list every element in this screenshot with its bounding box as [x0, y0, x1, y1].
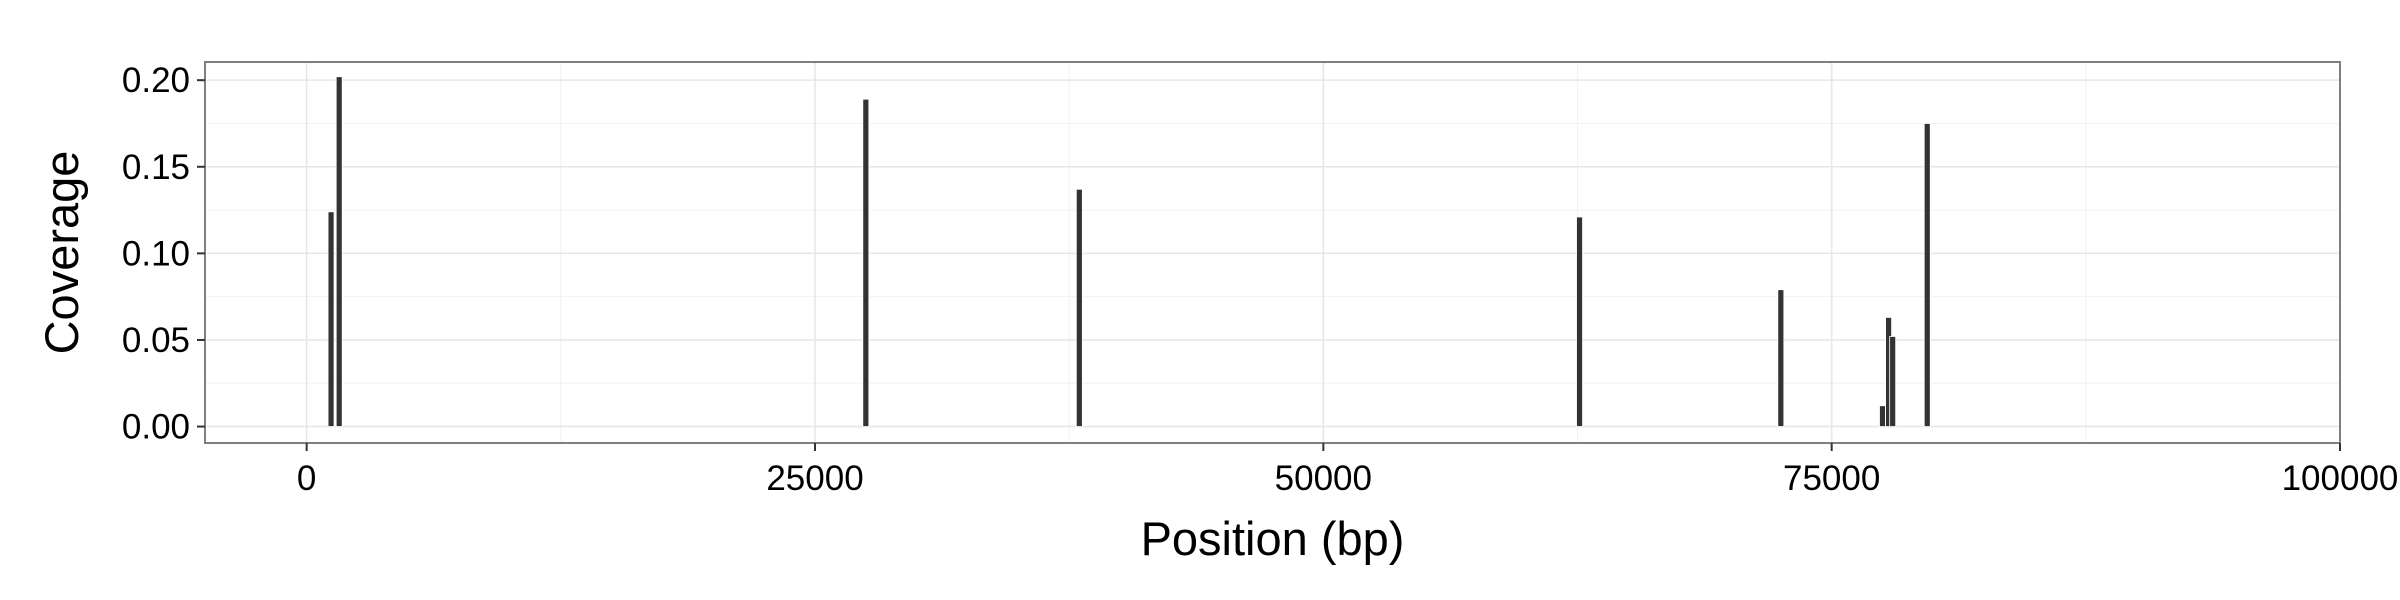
- y-tick-label: 0.20: [122, 61, 190, 100]
- coverage-bar: [862, 98, 870, 427]
- coverage-bar: [1889, 336, 1897, 427]
- y-tick-label: 0.00: [122, 408, 190, 447]
- x-tick-label: 100000: [2282, 459, 2399, 498]
- coverage-bar: [335, 76, 343, 427]
- coverage-bar: [1879, 405, 1886, 427]
- y-axis-title: Coverage: [35, 151, 88, 355]
- coverage-bar: [1576, 216, 1583, 427]
- coverage-bar: [1923, 123, 1931, 427]
- coverage-bar: [1075, 188, 1083, 427]
- coverage-bar: [327, 211, 335, 427]
- y-tick-label: 0.10: [122, 234, 190, 273]
- y-tick-label: 0.15: [122, 148, 190, 187]
- x-axis-title: Position (bp): [1141, 512, 1405, 565]
- x-tick-label: 0: [297, 459, 316, 498]
- axis-ticks: 0 25000 50000 75000 100000 0.00 0.05 0.10 0.15 0.…: [122, 61, 2399, 498]
- panel-background: [205, 62, 2340, 443]
- x-tick-label: 75000: [1783, 459, 1880, 498]
- grid-lines: [205, 62, 2340, 443]
- bars: [327, 76, 1931, 427]
- coverage-bar: [1777, 289, 1785, 427]
- x-tick-label: 25000: [766, 459, 863, 498]
- y-tick-label: 0.05: [122, 321, 190, 360]
- x-tick-label: 50000: [1275, 459, 1372, 498]
